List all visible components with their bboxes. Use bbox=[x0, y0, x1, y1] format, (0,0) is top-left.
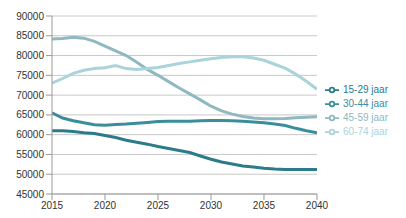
svg-text:80000: 80000 bbox=[16, 50, 44, 61]
svg-text:2035: 2035 bbox=[253, 200, 276, 211]
svg-text:2030: 2030 bbox=[200, 200, 223, 211]
svg-text:65000: 65000 bbox=[16, 109, 44, 120]
svg-text:2025: 2025 bbox=[147, 200, 170, 211]
svg-text:45000: 45000 bbox=[16, 189, 44, 200]
svg-text:70000: 70000 bbox=[16, 90, 44, 101]
svg-text:55000: 55000 bbox=[16, 149, 44, 160]
svg-text:2015: 2015 bbox=[41, 200, 64, 211]
svg-text:60000: 60000 bbox=[16, 129, 44, 140]
html-text:30-44 jaar: 30-44 jaar bbox=[343, 97, 388, 109]
html-text:45-59 jaar: 45-59 jaar bbox=[343, 111, 388, 123]
svg-text:90000: 90000 bbox=[16, 11, 44, 22]
svg-text:2040: 2040 bbox=[306, 200, 329, 211]
svg-text:75000: 75000 bbox=[16, 70, 44, 81]
html-text:60-74 jaar: 60-74 jaar bbox=[343, 125, 388, 137]
svg-text:50000: 50000 bbox=[16, 169, 44, 180]
html-text:15-29 jaar: 15-29 jaar bbox=[343, 83, 388, 95]
svg-text:85000: 85000 bbox=[16, 30, 44, 41]
svg-text:2020: 2020 bbox=[94, 200, 117, 211]
